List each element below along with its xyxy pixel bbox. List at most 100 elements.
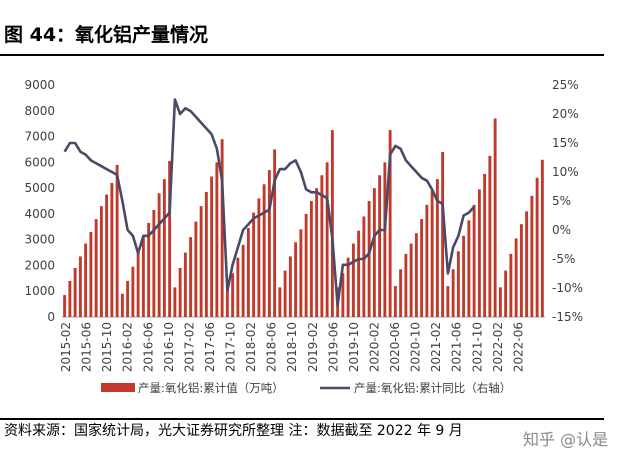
bar — [525, 211, 529, 317]
bar — [477, 189, 481, 317]
x-tick-label: 2017-02 — [182, 322, 196, 372]
bar — [178, 268, 182, 317]
bar — [299, 229, 303, 317]
bar — [372, 188, 376, 317]
bar — [325, 162, 329, 317]
bar — [131, 266, 135, 317]
alumina-output-chart: 0 1000 2000 3000 4000 5000 6000 7000 8000 9000 25… — [24, 78, 583, 395]
bar — [462, 235, 466, 317]
chart-legend: 产量:氧化铝:累计值（万吨） 产量:氧化铝:累计同比（右轴） — [101, 381, 511, 395]
y-left-tick-label: 4000 — [24, 207, 55, 221]
bar — [441, 152, 445, 317]
bar — [241, 244, 245, 317]
y-left-tick-label: 2000 — [24, 258, 55, 272]
bar — [257, 198, 261, 317]
bar — [189, 237, 193, 317]
bar-series — [63, 118, 544, 317]
x-tick-label: 2022-02 — [491, 322, 505, 372]
bar — [540, 159, 544, 317]
legend-bar-label: 产量:氧化铝:累计值（万吨） — [138, 381, 284, 395]
bar — [493, 118, 497, 317]
bar — [362, 216, 366, 317]
bar — [509, 253, 513, 317]
y-right-tick-label: -5% — [552, 252, 575, 266]
bar — [210, 176, 214, 317]
bar — [194, 221, 198, 317]
y-right-tick-label: 0% — [552, 223, 571, 237]
y-right-tick-label: 10% — [552, 165, 579, 179]
bar — [483, 173, 487, 317]
x-tick-label: 2022-06 — [511, 322, 525, 372]
bar — [89, 231, 93, 317]
bar — [267, 170, 271, 317]
bar — [409, 243, 413, 317]
bar — [236, 257, 240, 317]
bar — [330, 130, 334, 317]
bar — [262, 184, 266, 317]
yoy-line-series — [63, 98, 476, 307]
y-left-tick-label: 5000 — [24, 181, 55, 195]
y-right-tick-label: -10% — [552, 281, 583, 295]
bar — [136, 251, 140, 317]
bar — [467, 220, 471, 317]
bar — [367, 201, 371, 317]
bar — [304, 213, 308, 317]
legend-bar-swatch — [101, 383, 135, 392]
x-axis-ticks: 2015-02 2015-06 2015-10 2016-02 2016-06 2016-… — [59, 322, 525, 372]
bar — [514, 238, 518, 317]
x-tick-label: 2020-10 — [409, 322, 423, 372]
x-tick-label: 2021-02 — [429, 322, 443, 372]
bar — [99, 206, 103, 317]
y-axis-left-ticks: 0 1000 2000 3000 4000 5000 6000 7000 8000 9000 — [24, 78, 55, 324]
bar — [126, 280, 130, 317]
y-right-tick-label: -15% — [552, 310, 583, 324]
y-left-tick-label: 0 — [47, 310, 55, 324]
y-right-tick-label: 20% — [552, 107, 579, 121]
bar — [535, 177, 539, 317]
bar — [351, 243, 355, 317]
bar — [225, 289, 229, 317]
bar — [430, 190, 434, 317]
bar — [472, 204, 476, 317]
x-tick-label: 2017-10 — [224, 322, 238, 372]
bar — [63, 295, 67, 317]
bar — [231, 273, 235, 317]
bar — [68, 280, 72, 317]
bar — [393, 286, 397, 317]
bar — [199, 206, 203, 317]
x-tick-label: 2021-06 — [450, 322, 464, 372]
bar — [94, 219, 98, 317]
bar — [341, 273, 345, 317]
bar — [446, 286, 450, 317]
bar — [388, 130, 392, 317]
bar — [294, 242, 298, 317]
y-right-tick-label: 5% — [552, 194, 571, 208]
bar — [357, 230, 361, 317]
legend-line-label: 产量:氧化铝:累计同比（右轴） — [354, 381, 511, 395]
x-tick-label: 2019-10 — [347, 322, 361, 372]
x-tick-label: 2015-06 — [80, 322, 94, 372]
bar — [320, 175, 324, 317]
y-right-tick-label: 15% — [552, 136, 579, 150]
x-tick-label: 2017-06 — [203, 322, 217, 372]
bar — [78, 256, 82, 317]
x-tick-label: 2018-10 — [285, 322, 299, 372]
y-left-tick-label: 9000 — [24, 78, 55, 92]
bar — [173, 287, 177, 317]
bar — [252, 212, 256, 317]
x-tick-label: 2021-10 — [470, 322, 484, 372]
x-tick-label: 2016-10 — [162, 322, 176, 372]
bar — [273, 149, 277, 317]
bar — [84, 243, 88, 317]
bar — [120, 293, 124, 317]
bar — [110, 182, 114, 317]
bar — [204, 191, 208, 317]
bar — [283, 270, 287, 317]
x-tick-label: 2019-02 — [306, 322, 320, 372]
x-tick-label: 2019-06 — [326, 322, 340, 372]
x-tick-label: 2015-02 — [59, 322, 73, 372]
x-tick-label: 2018-02 — [244, 322, 258, 372]
x-tick-label: 2015-10 — [100, 322, 114, 372]
y-axis-right-ticks: 25% 20% 15% 10% 5% 0% -5% -10% -15% — [552, 78, 583, 324]
x-tick-label: 2016-06 — [141, 322, 155, 372]
